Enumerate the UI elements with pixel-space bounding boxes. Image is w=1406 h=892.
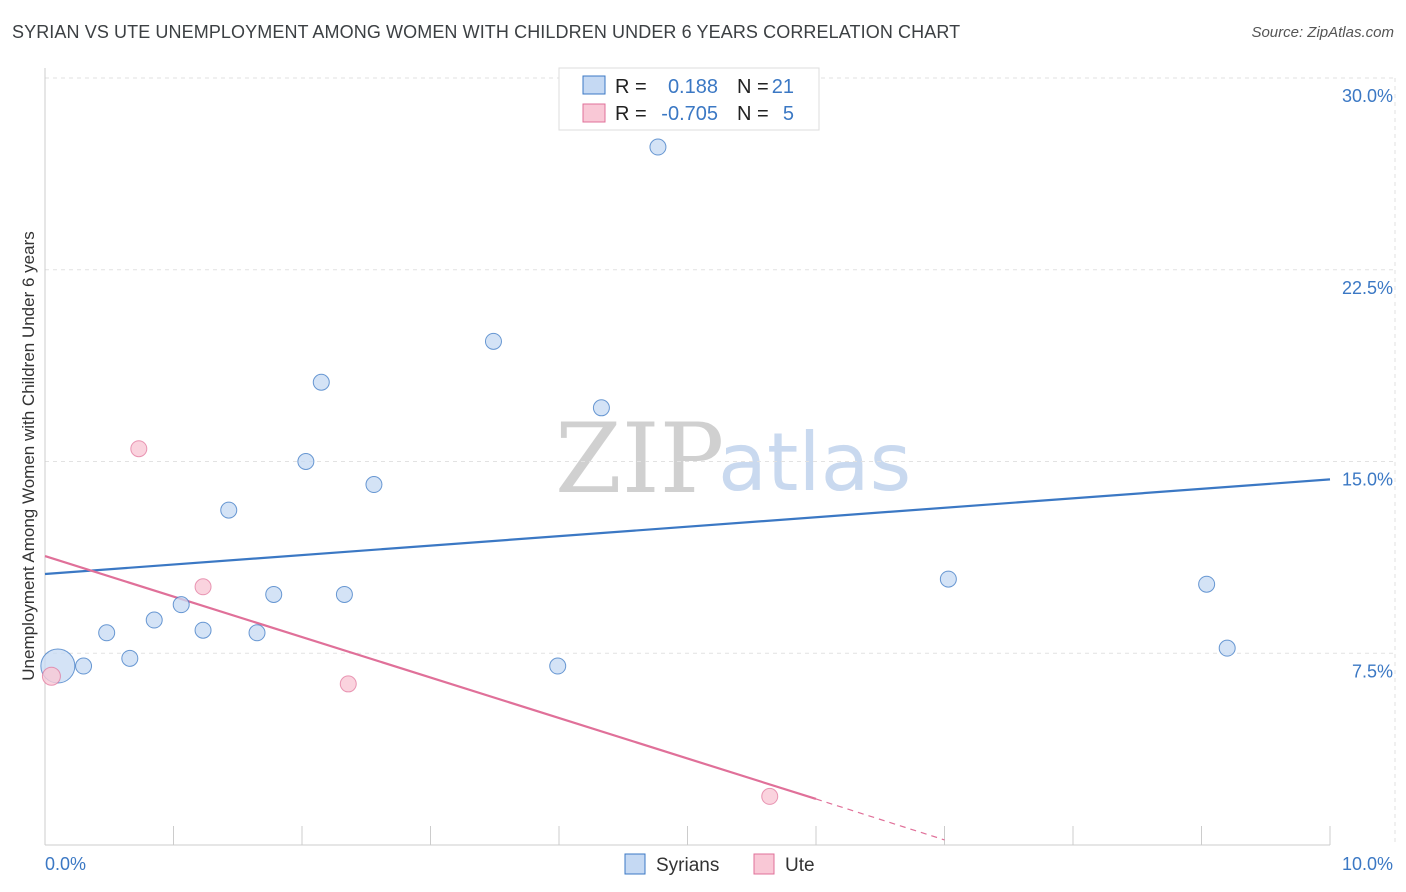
x-tick-label-1: 10.0% — [1342, 854, 1393, 874]
watermark-zip: ZIP — [555, 403, 724, 515]
grid-lines — [45, 77, 1396, 845]
legend-n-label-ute: N = — [737, 103, 769, 125]
legend-r-label-ute: R = — [615, 103, 647, 125]
point-ute-3 — [339, 675, 357, 693]
source-label: Source: ZipAtlas.com — [1251, 24, 1394, 41]
legend-n-value-ute: 5 — [783, 103, 794, 125]
series-legend-label-ute: Ute — [785, 855, 815, 876]
point-syrians-13 — [365, 476, 383, 494]
point-ute-2 — [194, 578, 212, 596]
point-syrians-5 — [172, 596, 190, 614]
stats-legend: R = 0.188 N = 21 R = -0.705 N = 5 — [558, 67, 820, 131]
point-syrians-7 — [220, 501, 238, 519]
series-legend: Syrians Ute — [624, 853, 815, 876]
point-syrians-9 — [265, 585, 283, 603]
point-syrians-6 — [194, 621, 212, 639]
point-syrians-10 — [297, 453, 315, 470]
point-syrians-15 — [549, 657, 567, 675]
point-syrians-16 — [592, 399, 610, 417]
point-syrians-12 — [335, 585, 353, 603]
trend-line-ute — [44, 555, 817, 801]
point-syrians-3 — [121, 649, 139, 667]
data-points — [40, 138, 1236, 805]
legend-n-value-syrians: 21 — [772, 76, 794, 98]
trend-line-syrians — [44, 478, 1331, 576]
legend-swatch-syrians — [582, 75, 606, 95]
series-legend-swatch-ute — [753, 853, 775, 875]
point-ute-1 — [130, 440, 148, 458]
legend-r-label-syrians: R = — [615, 76, 647, 98]
point-ute-4 — [761, 787, 779, 805]
series-legend-label-syrians: Syrians — [656, 855, 719, 876]
tick-labels: 7.5% 15.0% 22.5% 30.0% 0.0% 10.0% — [45, 86, 1393, 874]
point-syrians-18 — [939, 570, 957, 588]
point-syrians-11 — [312, 373, 330, 391]
legend-r-value-syrians: 0.188 — [668, 76, 718, 98]
legend-r-value-ute: -0.705 — [661, 103, 718, 125]
point-syrians-4 — [145, 611, 163, 629]
point-ute-0 — [41, 666, 61, 686]
chart-title: SYRIAN VS UTE UNEMPLOYMENT AMONG WOMEN W… — [12, 22, 961, 42]
watermark-atlas: atlas — [718, 416, 911, 509]
y-tick-label-2: 22.5% — [1342, 278, 1393, 298]
y-axis-label: Unemployment Among Women with Children U… — [19, 231, 38, 680]
legend-n-label-syrians: N = — [737, 76, 769, 98]
point-syrians-2 — [98, 624, 116, 642]
legend-swatch-ute — [582, 103, 606, 123]
axes — [44, 68, 1331, 846]
trend-lines — [44, 478, 1331, 841]
point-syrians-14 — [484, 332, 502, 350]
point-syrians-17 — [649, 138, 667, 156]
point-syrians-1 — [75, 657, 93, 675]
point-syrians-19 — [1198, 575, 1216, 593]
y-tick-label-0: 7.5% — [1352, 661, 1393, 681]
y-tick-label-3: 30.0% — [1342, 86, 1393, 106]
y-tick-label-1: 15.0% — [1342, 470, 1393, 490]
point-syrians-20 — [1218, 639, 1236, 657]
x-tick-label-0: 0.0% — [45, 854, 86, 874]
point-syrians-8 — [248, 624, 266, 642]
series-legend-swatch-syrians — [624, 853, 646, 875]
trend-line-ute-extension — [815, 798, 945, 841]
